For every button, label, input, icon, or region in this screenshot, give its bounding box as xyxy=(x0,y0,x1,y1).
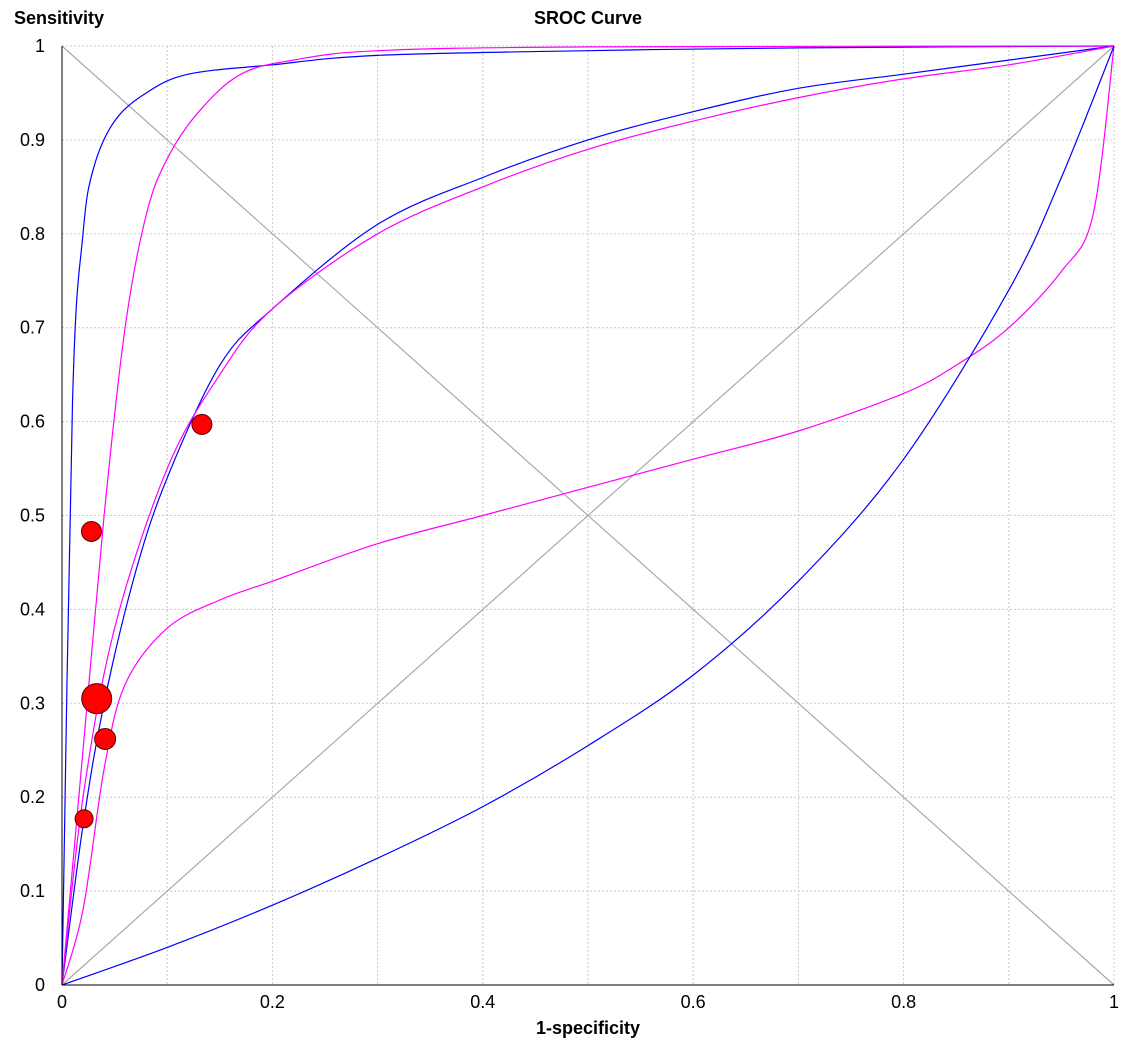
y-tick-label: 0.3 xyxy=(20,693,45,713)
y-tick-label: 0.4 xyxy=(20,599,45,619)
y-tick-label: 0.1 xyxy=(20,881,45,901)
study-point xyxy=(74,809,94,829)
y-axis-label: Sensitivity xyxy=(14,8,104,28)
diagonal-lines xyxy=(61,45,1115,986)
y-tick-label: 0.8 xyxy=(20,224,45,244)
x-tick-label: 0 xyxy=(57,992,67,1012)
y-tick-label: 0.2 xyxy=(20,787,45,807)
x-tick-label: 0.2 xyxy=(260,992,285,1012)
study-point xyxy=(80,520,102,542)
axes xyxy=(61,46,1114,986)
y-tick-label: 0.5 xyxy=(20,506,45,526)
study-point xyxy=(94,727,117,750)
anti-diagonal xyxy=(61,45,1115,986)
y-tick-label: 0 xyxy=(35,975,45,995)
x-tick-label: 0.4 xyxy=(470,992,495,1012)
x-tick-label: 1 xyxy=(1109,992,1119,1012)
x-tick-label: 0.8 xyxy=(891,992,916,1012)
y-tick-label: 0.6 xyxy=(20,412,45,432)
y-tick-labels: 0 0.1 0.2 0.3 0.4 0.5 0.6 0.7 0.8 0.9 1 xyxy=(20,36,45,995)
sroc-curve-magenta xyxy=(61,45,1115,986)
y-tick-label: 0.9 xyxy=(20,130,45,150)
study-point xyxy=(191,413,213,435)
y-tick-label: 1 xyxy=(35,36,45,56)
x-tick-labels: 0 0.2 0.4 0.6 0.8 1 xyxy=(57,992,1119,1012)
x-tick-label: 0.6 xyxy=(681,992,706,1012)
y-tick-label: 0.7 xyxy=(20,318,45,338)
sroc-curve-blue xyxy=(61,45,1115,986)
x-axis-label: 1-specificity xyxy=(536,1018,640,1038)
study-points xyxy=(74,413,213,829)
study-point xyxy=(81,683,113,715)
sroc-curve-blue xyxy=(61,45,1115,986)
sroc-curve-magenta xyxy=(61,45,1115,986)
chart-title: SROC Curve xyxy=(534,8,642,28)
sroc-curve-magenta xyxy=(61,45,1115,986)
